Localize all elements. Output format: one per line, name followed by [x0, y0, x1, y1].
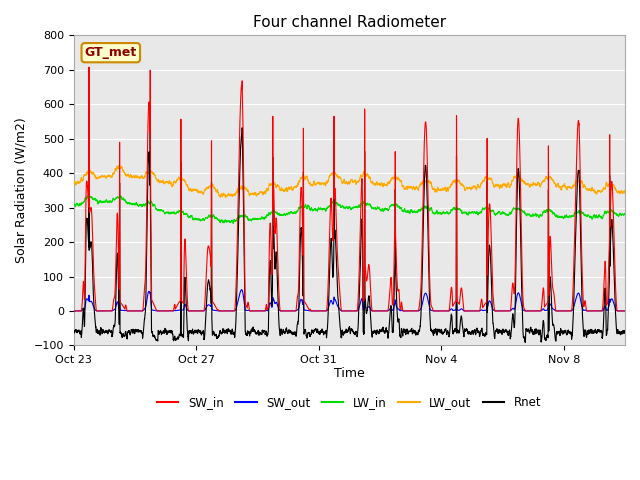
LW_in [92, 198, 100, 204]
Line: SW_in: SW_in [74, 67, 625, 311]
Line: Rnet: Rnet [74, 108, 625, 342]
LW_out [216, 194, 224, 200]
LW_in [229, 221, 237, 227]
SW_out [238, 287, 246, 293]
SW_in [168, 308, 176, 314]
Rnet [621, 328, 629, 334]
LW_in [615, 213, 623, 218]
Rnet [522, 339, 529, 345]
Rnet [172, 336, 179, 342]
Y-axis label: Solar Radiation (W/m2): Solar Radiation (W/m2) [15, 118, 28, 263]
SW_out [583, 308, 591, 314]
SW_in [615, 308, 623, 314]
LW_out [70, 178, 77, 184]
SW_in [398, 300, 406, 306]
SW_in [70, 308, 77, 314]
SW_in [92, 306, 100, 312]
Rnet [92, 329, 100, 335]
LW_in [621, 212, 629, 217]
SW_in [172, 306, 179, 312]
SW_out [398, 307, 406, 313]
LW_out [92, 175, 100, 180]
Text: GT_met: GT_met [84, 46, 137, 59]
LW_out [115, 163, 123, 168]
LW_out [255, 192, 262, 197]
LW_out [615, 188, 623, 194]
Line: LW_out: LW_out [74, 166, 625, 197]
SW_out [615, 308, 623, 314]
LW_out [172, 180, 179, 185]
LW_in [168, 210, 176, 216]
SW_out [172, 308, 179, 313]
LW_in [172, 210, 179, 216]
SW_out [621, 308, 629, 314]
Title: Four channel Radiometer: Four channel Radiometer [253, 15, 446, 30]
LW_in [84, 193, 92, 199]
SW_out [92, 308, 100, 313]
Line: LW_in: LW_in [74, 196, 625, 224]
LW_in [255, 216, 262, 221]
Legend: SW_in, SW_out, LW_in, LW_out, Rnet: SW_in, SW_out, LW_in, LW_out, Rnet [152, 392, 546, 414]
SW_in [255, 308, 262, 314]
Rnet [615, 331, 623, 336]
Rnet [168, 331, 176, 336]
Line: SW_out: SW_out [74, 290, 625, 311]
LW_out [621, 188, 629, 193]
SW_out [168, 308, 176, 314]
LW_out [168, 183, 176, 189]
SW_in [85, 64, 93, 70]
Rnet [85, 106, 93, 111]
SW_out [70, 308, 77, 314]
LW_out [398, 181, 406, 187]
Rnet [255, 330, 262, 336]
LW_in [70, 203, 77, 209]
LW_in [398, 207, 406, 213]
Rnet [398, 326, 406, 332]
SW_out [255, 308, 262, 314]
X-axis label: Time: Time [334, 367, 365, 380]
SW_in [621, 308, 629, 314]
Rnet [70, 330, 77, 336]
